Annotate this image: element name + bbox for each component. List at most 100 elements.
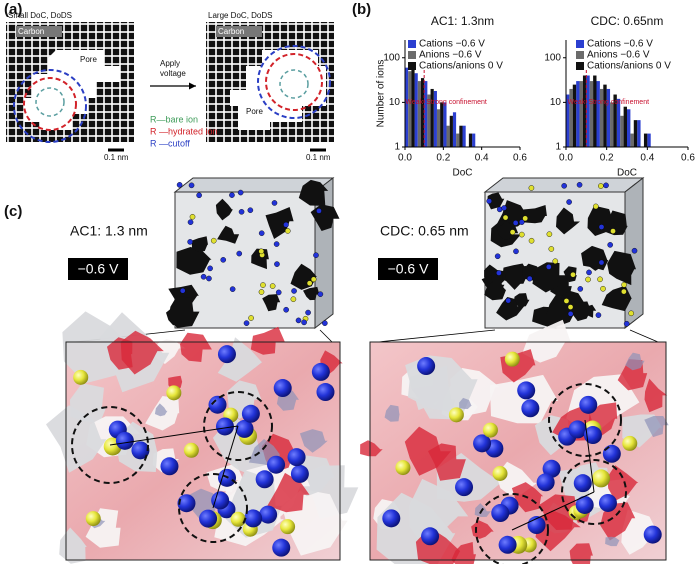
carbon-blob xyxy=(298,179,329,206)
ion xyxy=(210,237,217,244)
histogram-bar xyxy=(627,109,631,147)
histogram-bar xyxy=(408,71,412,147)
charge-region xyxy=(625,352,645,371)
carbon-blob xyxy=(168,295,200,328)
charge-region xyxy=(605,536,620,547)
carbon-blob xyxy=(572,301,591,322)
cube-render xyxy=(481,176,645,330)
ion xyxy=(455,478,474,497)
histogram-bar xyxy=(643,133,648,147)
scale-label: 0.1 nm xyxy=(104,153,129,162)
ion xyxy=(115,431,134,450)
ion xyxy=(448,407,464,423)
ion xyxy=(272,538,291,557)
pore-label: Pore xyxy=(80,55,97,64)
y-tick-label: 1 xyxy=(394,142,400,153)
ion xyxy=(546,231,553,237)
ion xyxy=(259,505,278,524)
histogram-bar xyxy=(572,84,577,147)
ion xyxy=(237,189,244,196)
ion xyxy=(548,246,555,252)
ion xyxy=(260,282,266,288)
histogram-bar xyxy=(456,133,460,147)
y-tick-label: 10 xyxy=(550,97,562,108)
voltage-label: −0.6 V xyxy=(388,261,430,277)
ion xyxy=(505,297,512,304)
ion xyxy=(295,317,302,324)
ion xyxy=(518,231,525,238)
ion xyxy=(563,298,570,304)
ion xyxy=(643,525,662,544)
panel-label: (c) xyxy=(4,203,22,220)
ion xyxy=(247,207,254,214)
legend-entry: R —cutoff xyxy=(150,138,190,148)
ion xyxy=(73,369,89,385)
charge-region xyxy=(644,378,668,413)
ion xyxy=(546,264,552,270)
histogram-bar xyxy=(579,81,583,147)
ion xyxy=(131,441,150,460)
ion xyxy=(283,221,289,228)
ion xyxy=(189,213,196,220)
ion xyxy=(568,420,587,439)
x-tick-label: 0.6 xyxy=(513,153,527,164)
ion xyxy=(244,509,263,528)
cutoff-circle xyxy=(257,45,331,119)
histogram-bar xyxy=(582,75,587,147)
histogram-bar xyxy=(613,94,617,147)
ion xyxy=(220,257,227,263)
ion xyxy=(248,315,254,321)
ion xyxy=(305,309,311,316)
ion xyxy=(486,198,492,204)
ion xyxy=(623,320,630,327)
carbon-blob xyxy=(176,247,212,275)
ion xyxy=(567,304,574,310)
ion xyxy=(274,261,280,267)
ion xyxy=(628,310,634,317)
charge-region xyxy=(451,542,476,564)
histogram-bar xyxy=(620,115,624,147)
ion xyxy=(280,519,296,535)
ion xyxy=(610,228,616,234)
legend-entry: R—bare ion xyxy=(150,114,198,124)
hydrated-circle xyxy=(23,77,77,131)
ion xyxy=(258,289,265,295)
histogram-bar xyxy=(452,112,457,147)
histogram-bar xyxy=(436,109,441,147)
carbon-blob xyxy=(523,205,547,224)
pore-surface xyxy=(46,405,107,473)
histogram-bar xyxy=(446,125,450,147)
histogram-bar xyxy=(424,81,428,147)
zoom-render xyxy=(46,311,359,564)
legend-label: Anions −0.6 V xyxy=(587,50,650,61)
ion xyxy=(255,470,274,489)
histogram-bar xyxy=(430,88,434,147)
label-bg xyxy=(16,26,62,37)
sample-title: CDC: 0.65 nm xyxy=(380,223,469,239)
ion xyxy=(206,275,212,282)
annotation: Weak xyxy=(405,99,423,106)
chart-title: CDC: 0.65nm xyxy=(591,14,664,28)
histogram-bar xyxy=(414,73,418,147)
ion xyxy=(621,288,627,295)
x-tick-label: 0.0 xyxy=(398,153,412,164)
carbon-blob xyxy=(303,286,320,301)
histogram-bar xyxy=(576,81,580,147)
pore-label: Pore xyxy=(246,107,263,116)
ion xyxy=(567,311,574,317)
ion xyxy=(199,509,218,528)
ion xyxy=(208,395,227,414)
ion xyxy=(496,270,502,276)
ion xyxy=(200,273,207,280)
ion xyxy=(217,345,236,364)
ion xyxy=(521,399,540,418)
ion xyxy=(517,381,536,400)
voltage-box xyxy=(378,258,438,280)
histogram-bar xyxy=(633,120,638,147)
legend-swatch xyxy=(408,51,416,59)
zoom-render xyxy=(360,319,669,564)
ion xyxy=(492,466,508,482)
histogram-bar xyxy=(468,133,473,147)
ion xyxy=(236,250,243,257)
carbon-blob xyxy=(496,223,519,240)
